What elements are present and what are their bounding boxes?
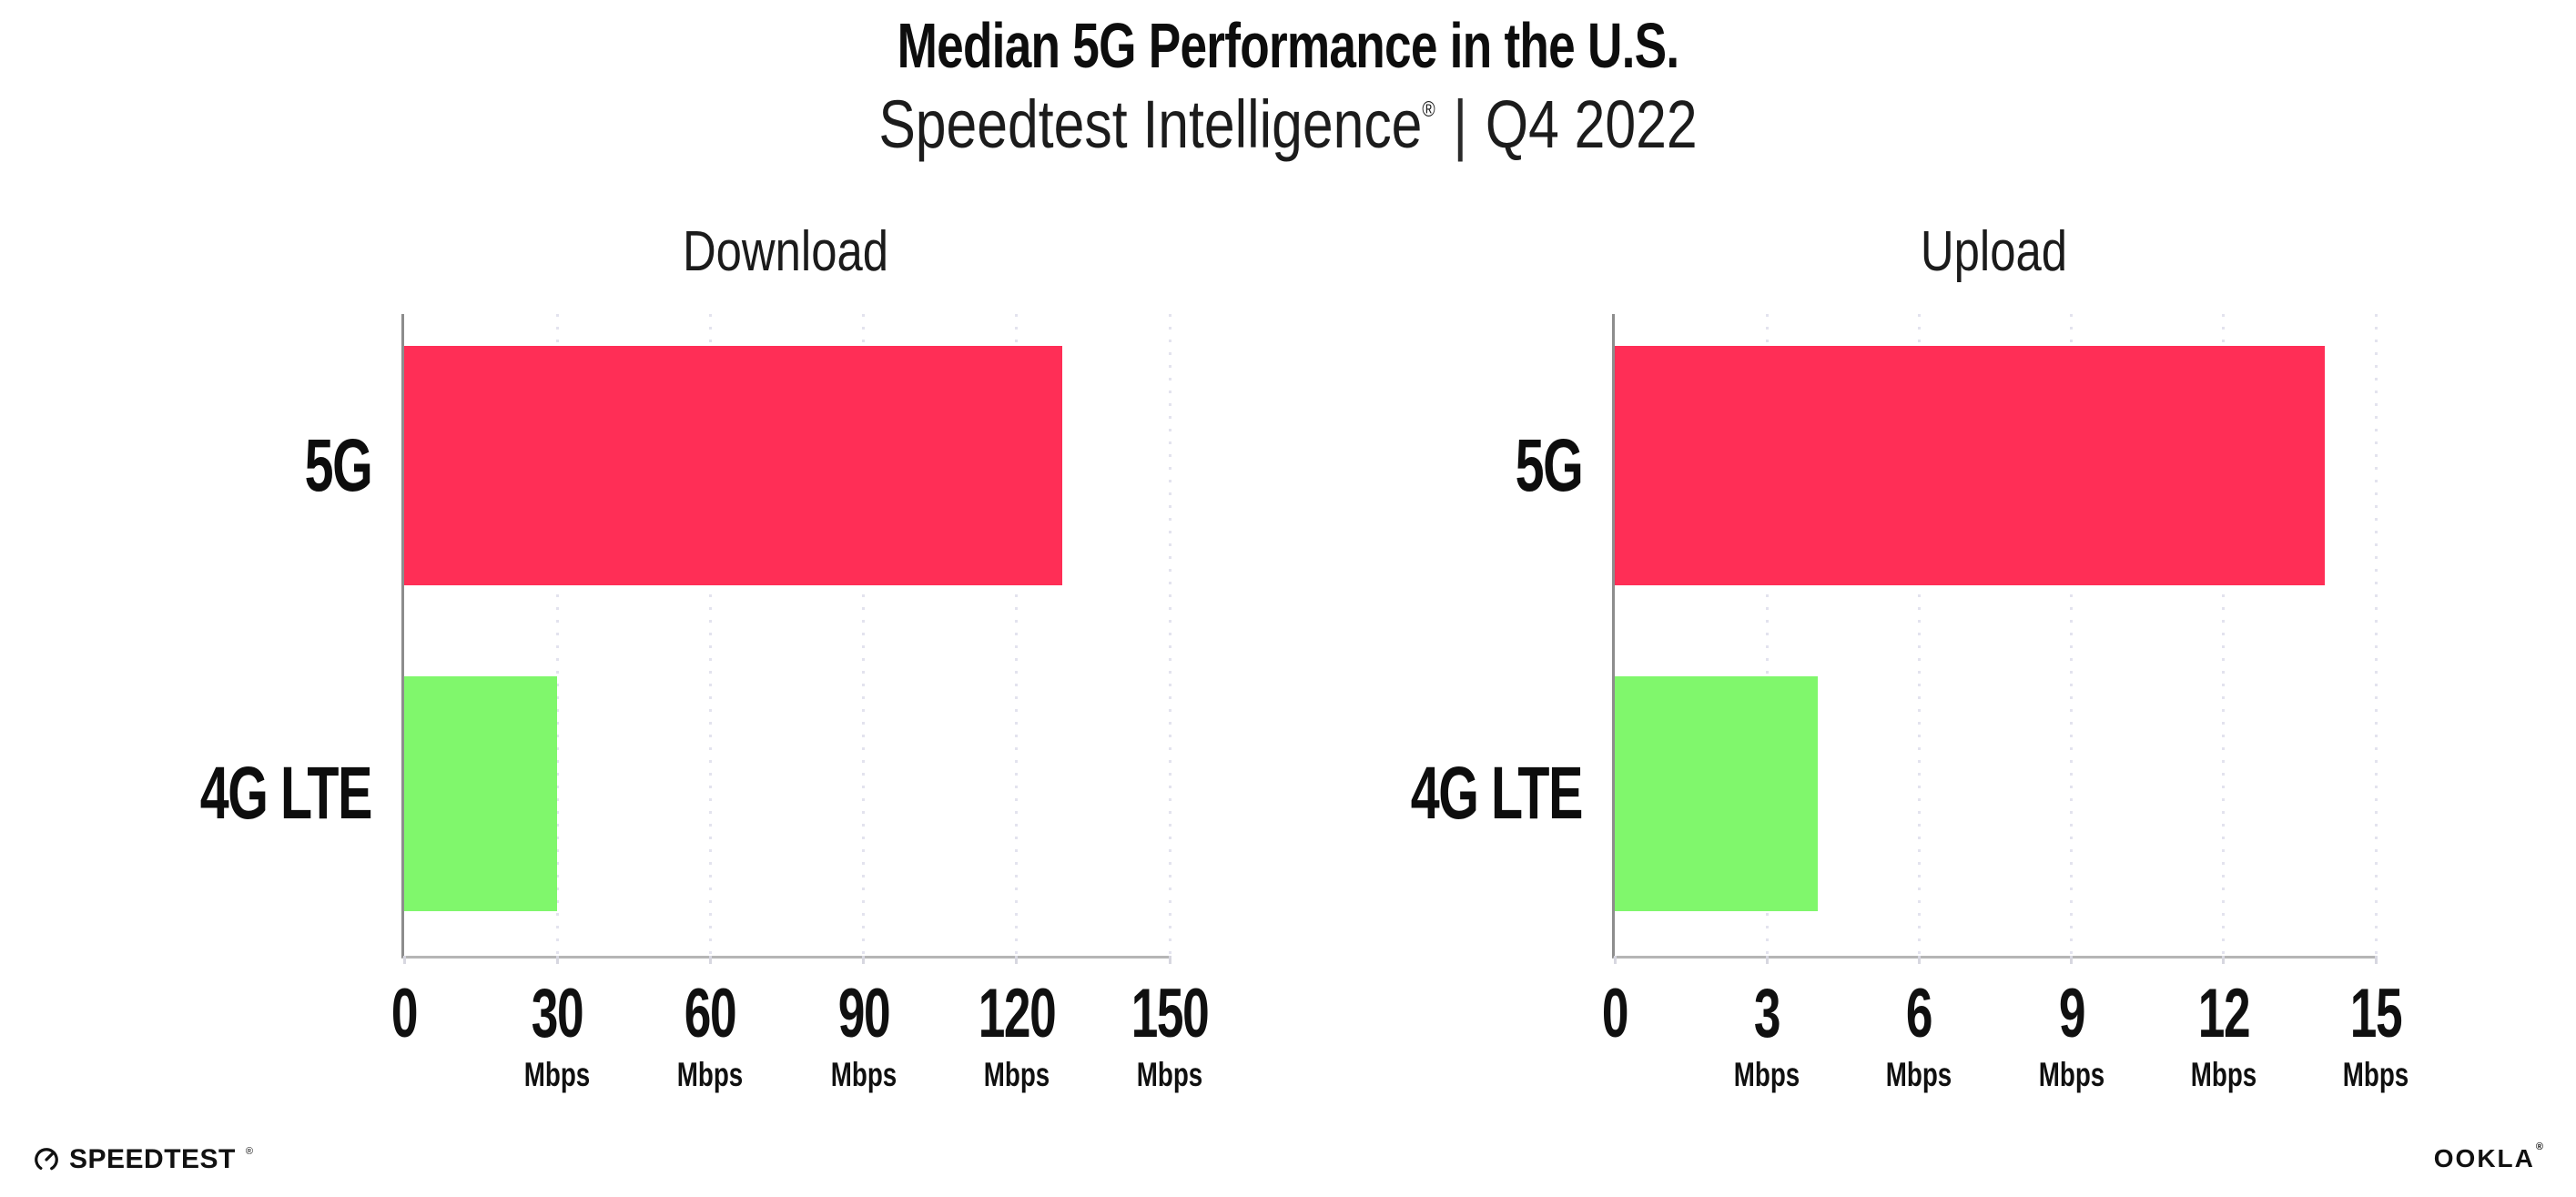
x-tick-value: 12 xyxy=(2197,975,2251,1052)
x-tick-label: 6 Mbps xyxy=(1875,956,1963,1093)
x-tick-value: 0 xyxy=(390,975,419,1052)
bar-5g xyxy=(1615,346,2326,586)
x-tick-label: 60 Mbps xyxy=(666,956,755,1093)
gridline xyxy=(1765,314,1769,956)
gridline xyxy=(1015,314,1019,956)
x-tick-value: 60 xyxy=(685,975,737,1052)
x-axis-tick xyxy=(1168,956,1171,964)
x-tick-value: 30 xyxy=(531,975,584,1052)
x-axis-tick xyxy=(1015,956,1019,964)
x-tick-value: 9 xyxy=(2058,975,2085,1052)
upload-plot-area: 0 3 Mbps 6 Mbps 9 Mbps 12 Mbps 15 Mbps 5G 4G LTE xyxy=(1411,314,2409,1091)
x-tick-label: 15 Mbps xyxy=(2332,956,2420,1093)
x-tick-label: 0 xyxy=(1597,956,1633,1049)
x-tick-unit: Mbps xyxy=(2342,1056,2409,1093)
gridline xyxy=(708,314,712,956)
x-tick-unit: Mbps xyxy=(2190,1056,2257,1093)
x-tick-label: 12 Mbps xyxy=(2179,956,2267,1093)
x-axis-tick xyxy=(1917,956,1921,964)
x-axis-tick xyxy=(2374,956,2378,964)
x-tick-value: 150 xyxy=(1131,975,1210,1052)
y-axis-labels: 5G 4G LTE xyxy=(200,314,373,956)
x-tick-value: 3 xyxy=(1754,975,1781,1052)
y-category-label-5g: 5G xyxy=(1515,423,1583,507)
gridline xyxy=(2222,314,2226,956)
x-axis-tick xyxy=(708,956,712,964)
x-axis-tick xyxy=(1613,956,1617,964)
speedtest-gauge-icon xyxy=(33,1146,60,1173)
x-tick-label: 0 xyxy=(386,956,422,1049)
download-chart-title: Download xyxy=(682,220,889,283)
ookla-wordmark: OOKLA xyxy=(2433,1144,2535,1172)
y-category-label-4g-lte: 4G LTE xyxy=(199,752,373,836)
subtitle-period: Q4 2022 xyxy=(1485,86,1698,162)
page-subtitle: Speedtest Intelligence® | Q4 2022 xyxy=(232,89,2345,160)
x-tick-unit: Mbps xyxy=(1886,1056,1952,1093)
x-axis-tick xyxy=(862,956,866,964)
y-category-label-5g: 5G xyxy=(304,423,372,507)
gridline xyxy=(1917,314,1921,956)
x-tick-label: 30 Mbps xyxy=(513,956,602,1093)
x-tick-unit: Mbps xyxy=(677,1056,744,1093)
upload-chart-title: Upload xyxy=(1920,220,2068,283)
x-axis-tick xyxy=(2070,956,2074,964)
x-tick-label: 90 Mbps xyxy=(819,956,908,1093)
speedtest-logo: SPEEDTEST ® xyxy=(33,1146,253,1173)
y-category-label-4g-lte: 4G LTE xyxy=(1410,752,1584,836)
x-tick-unit: Mbps xyxy=(1136,1056,1203,1093)
x-axis-tick xyxy=(555,956,559,964)
x-tick-unit: Mbps xyxy=(830,1056,897,1093)
speedtest-registered-mark: ® xyxy=(245,1146,253,1157)
bar-5g xyxy=(404,346,1063,586)
bar-4g-lte xyxy=(404,676,558,912)
gridline xyxy=(1168,314,1171,956)
gridline xyxy=(2374,314,2378,956)
gridline xyxy=(862,314,866,956)
x-tick-label: 150 Mbps xyxy=(1115,956,1225,1093)
page-title: Median 5G Performance in the U.S. xyxy=(897,10,1680,81)
download-plot-area: 0 30 Mbps 60 Mbps 90 Mbps 120 Mbps 150 Mbps 5G 4G LT… xyxy=(200,314,1210,1091)
subtitle-brand: Speedtest Intelligence xyxy=(878,86,1423,162)
x-tick-value: 0 xyxy=(1601,975,1629,1052)
gridline xyxy=(2070,314,2074,956)
x-axis-tick xyxy=(1765,956,1769,964)
speedtest-wordmark: SPEEDTEST xyxy=(69,1144,236,1174)
x-tick-value: 120 xyxy=(978,975,1057,1052)
registered-trademark-symbol: ® xyxy=(1422,98,1435,123)
ookla-logo: OOKLA® xyxy=(2433,1141,2545,1172)
x-tick-label: 120 Mbps xyxy=(961,956,1071,1093)
y-axis-labels: 5G 4G LTE xyxy=(1411,314,1584,956)
x-tick-unit: Mbps xyxy=(983,1056,1050,1093)
x-tick-unit: Mbps xyxy=(1733,1056,1800,1093)
gridline xyxy=(555,314,559,956)
subtitle-divider: | xyxy=(1453,86,1468,162)
x-tick-label: 9 Mbps xyxy=(2027,956,2115,1093)
x-tick-value: 90 xyxy=(837,975,890,1052)
x-tick-value: 15 xyxy=(2349,975,2403,1052)
ookla-registered-mark: ® xyxy=(2535,1141,2545,1152)
x-tick-unit: Mbps xyxy=(2038,1056,2104,1093)
x-axis-tick xyxy=(402,956,406,964)
x-axis-tick xyxy=(2222,956,2226,964)
x-tick-unit: Mbps xyxy=(523,1056,591,1093)
bar-4g-lte xyxy=(1615,676,1818,912)
x-tick-value: 6 xyxy=(1906,975,1933,1052)
x-tick-label: 3 Mbps xyxy=(1723,956,1811,1093)
